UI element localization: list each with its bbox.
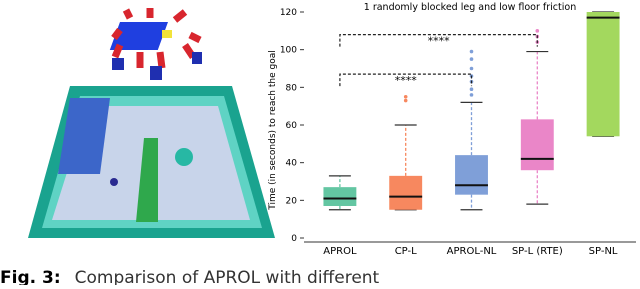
x-tick-label: APROL <box>323 246 357 257</box>
y-tick-label: 120 <box>280 8 297 18</box>
y-tick-label: 40 <box>286 159 298 169</box>
significance-label: **** <box>395 74 418 87</box>
x-tick-label: SP-NL <box>589 246 618 257</box>
y-tick-label: 0 <box>291 234 297 244</box>
significance-bracket <box>339 73 473 87</box>
flier <box>469 57 474 61</box>
caption-label: Fig. 3: <box>0 268 61 285</box>
significance-bracket <box>339 34 538 47</box>
flier <box>469 93 474 97</box>
flier <box>535 29 540 33</box>
box <box>586 12 620 137</box>
flier <box>469 66 474 71</box>
flier <box>469 49 474 54</box>
box <box>520 119 554 171</box>
y-tick-label: 100 <box>280 46 297 56</box>
x-tick-label: CP-L <box>395 246 417 257</box>
robot-render <box>109 8 202 80</box>
significance-label: **** <box>428 35 451 48</box>
y-axis-label: Time (in seconds) to reach the goal <box>268 50 278 210</box>
caption-text: Comparison of APROL with different <box>75 268 380 285</box>
flier <box>403 98 408 103</box>
caption: Fig. 3: Comparison of APROL with differen… <box>0 268 380 285</box>
box <box>389 175 423 210</box>
box <box>323 187 357 206</box>
y-tick-label: 60 <box>286 121 298 131</box>
box <box>455 155 488 195</box>
y-tick-label: 80 <box>286 83 298 93</box>
y-tick-label: 20 <box>286 196 298 206</box>
arena-render <box>28 86 275 238</box>
x-tick-label: SP-L (RTE) <box>512 246 563 257</box>
chart-title: 1 randomly blocked leg and low floor fri… <box>364 2 576 13</box>
flier <box>403 94 408 99</box>
flier <box>469 87 474 92</box>
x-tick-label: APROL-NL <box>447 246 497 257</box>
